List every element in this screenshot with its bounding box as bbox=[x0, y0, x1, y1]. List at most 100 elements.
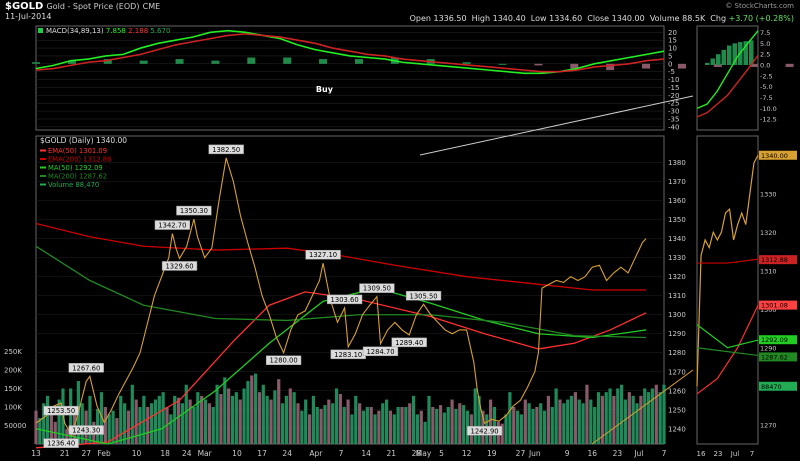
volume-bar bbox=[639, 395, 643, 444]
volume-bar bbox=[280, 403, 285, 444]
price-annotation: 1327.10 bbox=[309, 251, 337, 259]
volume-bar bbox=[88, 395, 92, 444]
volume-bar bbox=[265, 395, 269, 444]
open-value: 1336.50 bbox=[433, 14, 467, 23]
price-annotation: 1284.70 bbox=[366, 348, 394, 356]
price-annotation: 1253.50 bbox=[47, 407, 75, 415]
volume-bar bbox=[138, 406, 142, 444]
x-axis-label: 19 bbox=[487, 449, 497, 458]
price-legend-entry: MA(200) 1287.62 bbox=[48, 173, 107, 181]
ma-line bbox=[35, 222, 647, 291]
macd-inset-y-tick: 5.0 bbox=[760, 40, 770, 48]
macd-y-tick: 15 bbox=[668, 37, 677, 45]
volume-bar bbox=[358, 403, 362, 444]
volume-bar bbox=[161, 392, 165, 444]
chart-date: 11-Jul-2014 bbox=[5, 12, 52, 21]
macd-y-tick: 5 bbox=[668, 52, 672, 60]
volume-bar bbox=[566, 399, 570, 444]
volume-bar bbox=[388, 410, 393, 444]
volume-bar bbox=[431, 406, 435, 444]
volume-bar bbox=[315, 406, 319, 444]
volume-bar bbox=[34, 410, 38, 444]
volume-y-tick: 200K bbox=[4, 366, 22, 374]
volume-bar bbox=[307, 414, 312, 444]
volume-bar bbox=[419, 410, 423, 444]
volume-bar bbox=[227, 388, 231, 444]
macd-histogram-bar bbox=[139, 60, 148, 64]
volume-bar bbox=[123, 403, 127, 444]
volume-bar bbox=[45, 395, 50, 444]
macd-histogram-bar bbox=[534, 63, 543, 66]
price-annotation-box bbox=[305, 249, 341, 260]
volume-bar bbox=[207, 403, 211, 444]
volume-bar bbox=[261, 384, 265, 444]
x-axis-label: 27 bbox=[81, 449, 91, 458]
volume-bar bbox=[593, 406, 597, 444]
price-annotation-box bbox=[405, 291, 442, 301]
macd-y-tick: -35 bbox=[668, 115, 679, 123]
price-legend-entry: MA(50) 1292.09 bbox=[48, 164, 103, 172]
macd-y-tick: -15 bbox=[668, 84, 679, 92]
price-annotation-box bbox=[161, 261, 198, 271]
volume-bar bbox=[381, 403, 385, 444]
price-annotation: 1382.50 bbox=[212, 146, 240, 154]
volume-bar bbox=[246, 381, 250, 444]
inset-value-tag bbox=[759, 335, 797, 345]
x-axis-label: 13 bbox=[31, 449, 41, 458]
symbol-description: Gold - Spot Price (EOD) bbox=[46, 2, 140, 11]
volume-bar bbox=[408, 403, 412, 444]
macd-inset-histogram-bar bbox=[721, 49, 726, 65]
price-y-tick: 1320 bbox=[668, 273, 686, 281]
volume-bar bbox=[489, 399, 493, 444]
buy-annotation: Buy bbox=[316, 85, 334, 94]
volume-bar bbox=[65, 429, 69, 444]
volume-bar bbox=[257, 392, 262, 444]
volume-bar bbox=[350, 414, 354, 444]
volume-bar bbox=[354, 395, 358, 444]
price-inset-y-tick: 1310 bbox=[760, 267, 777, 275]
macd-histogram-bar bbox=[175, 59, 184, 64]
volume-bar bbox=[539, 403, 543, 444]
volume-bar bbox=[304, 399, 308, 444]
price-annotation: 1305.50 bbox=[410, 292, 438, 300]
volume-bar bbox=[531, 408, 535, 444]
volume-bar bbox=[80, 403, 84, 444]
x-axis-label: 10 bbox=[132, 449, 142, 458]
volume-bar bbox=[250, 375, 254, 444]
volume-bar bbox=[415, 414, 420, 444]
price-y-tick: 1360 bbox=[668, 197, 686, 205]
volume-bar bbox=[331, 403, 335, 444]
inset-x-axis-label: 23 bbox=[714, 450, 723, 458]
volume-bar bbox=[527, 403, 531, 444]
macd-y-tick: -5 bbox=[668, 68, 675, 76]
volume-bar bbox=[69, 388, 73, 444]
change-value: +3.70 (+0.28%) bbox=[728, 14, 794, 23]
macd-inset-histogram-bar bbox=[749, 40, 754, 65]
price-annotation-box bbox=[43, 438, 79, 448]
volume-bar bbox=[134, 399, 138, 444]
price-annotation-box bbox=[154, 220, 191, 230]
volume-bar bbox=[662, 384, 666, 444]
macd-histogram-bar bbox=[32, 62, 40, 64]
macd-legend-swatch bbox=[38, 28, 43, 33]
volume-bar bbox=[196, 392, 200, 444]
volume-bar bbox=[654, 384, 658, 444]
volume-bar bbox=[180, 403, 185, 444]
macd-histogram-bar bbox=[103, 59, 112, 64]
volume-bar bbox=[558, 399, 562, 444]
inset-value-label: 1301.08 bbox=[761, 302, 788, 310]
price-y-tick: 1250 bbox=[668, 406, 686, 414]
volume-y-tick: 150K bbox=[4, 385, 22, 393]
volume-bar bbox=[508, 392, 512, 444]
volume-bar bbox=[523, 399, 527, 444]
macd-histogram-bar bbox=[498, 63, 507, 65]
volume-bar bbox=[219, 394, 223, 444]
x-axis-label: 24 bbox=[182, 449, 192, 458]
x-axis-label: Jul bbox=[633, 449, 643, 458]
volume-bar bbox=[427, 395, 431, 444]
price-y-tick: 1270 bbox=[668, 368, 686, 376]
volume-bar bbox=[573, 392, 577, 444]
price-annotation-box bbox=[391, 337, 427, 348]
high-label: High bbox=[471, 14, 491, 23]
macd-histogram-bar bbox=[354, 59, 363, 64]
